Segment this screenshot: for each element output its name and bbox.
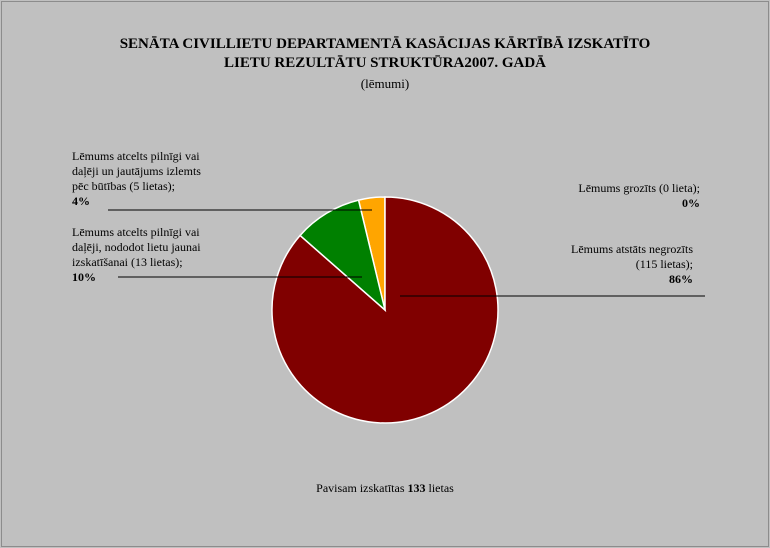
total-prefix: Pavisam izskatītas bbox=[316, 481, 405, 495]
total-count: 133 bbox=[407, 481, 426, 495]
label-unchanged: Lēmums atstāts negrozīts (115 lietas); 8… bbox=[500, 242, 693, 287]
chart-title-line-2: LIETU REZULTĀTU STRUKTŪRA2007. GADĀ bbox=[223, 55, 546, 71]
label-new-review-percent: 10% bbox=[72, 270, 96, 284]
label-changed-percent: 0% bbox=[682, 196, 700, 210]
label-new-review-line-1: Lēmums atcelts pilnīgi vai bbox=[72, 225, 200, 239]
label-partial-percent: 4% bbox=[72, 194, 90, 208]
label-partial-line-3: pēc būtības (5 lietas); bbox=[72, 179, 175, 193]
label-partial-line-2: daļēji un jautājums izlemts bbox=[72, 164, 201, 178]
label-changed: Lēmums grozīts (0 lieta); 0% bbox=[500, 181, 700, 211]
total-note: Pavisam izskatītas 133 lietas bbox=[0, 481, 770, 496]
label-new-review: Lēmums atcelts pilnīgi vai daļēji, nodod… bbox=[72, 225, 201, 285]
label-partial-decided: Lēmums atcelts pilnīgi vai daļēji un jau… bbox=[72, 149, 201, 209]
label-unchanged-line-2: (115 lietas); bbox=[635, 257, 693, 271]
pie-slice-3 bbox=[299, 199, 387, 313]
chart-subtitle: (lēmumi) bbox=[360, 76, 410, 91]
label-partial-line-1: Lēmums atcelts pilnīgi vai bbox=[72, 149, 200, 163]
total-suffix: lietas bbox=[428, 481, 454, 495]
label-changed-line-1: Lēmums grozīts (0 lieta); bbox=[578, 181, 700, 195]
label-unchanged-percent: 86% bbox=[669, 272, 693, 286]
label-new-review-line-3: izskatīšanai (13 lietas); bbox=[72, 255, 183, 269]
label-new-review-line-2: daļēji, nododot lietu jaunai bbox=[72, 240, 201, 254]
label-unchanged-line-1: Lēmums atstāts negrozīts bbox=[571, 242, 693, 256]
chart-title-line-1: SENĀTA CIVILLIETU DEPARTAMENTĀ KASĀCIJAS… bbox=[119, 36, 651, 52]
